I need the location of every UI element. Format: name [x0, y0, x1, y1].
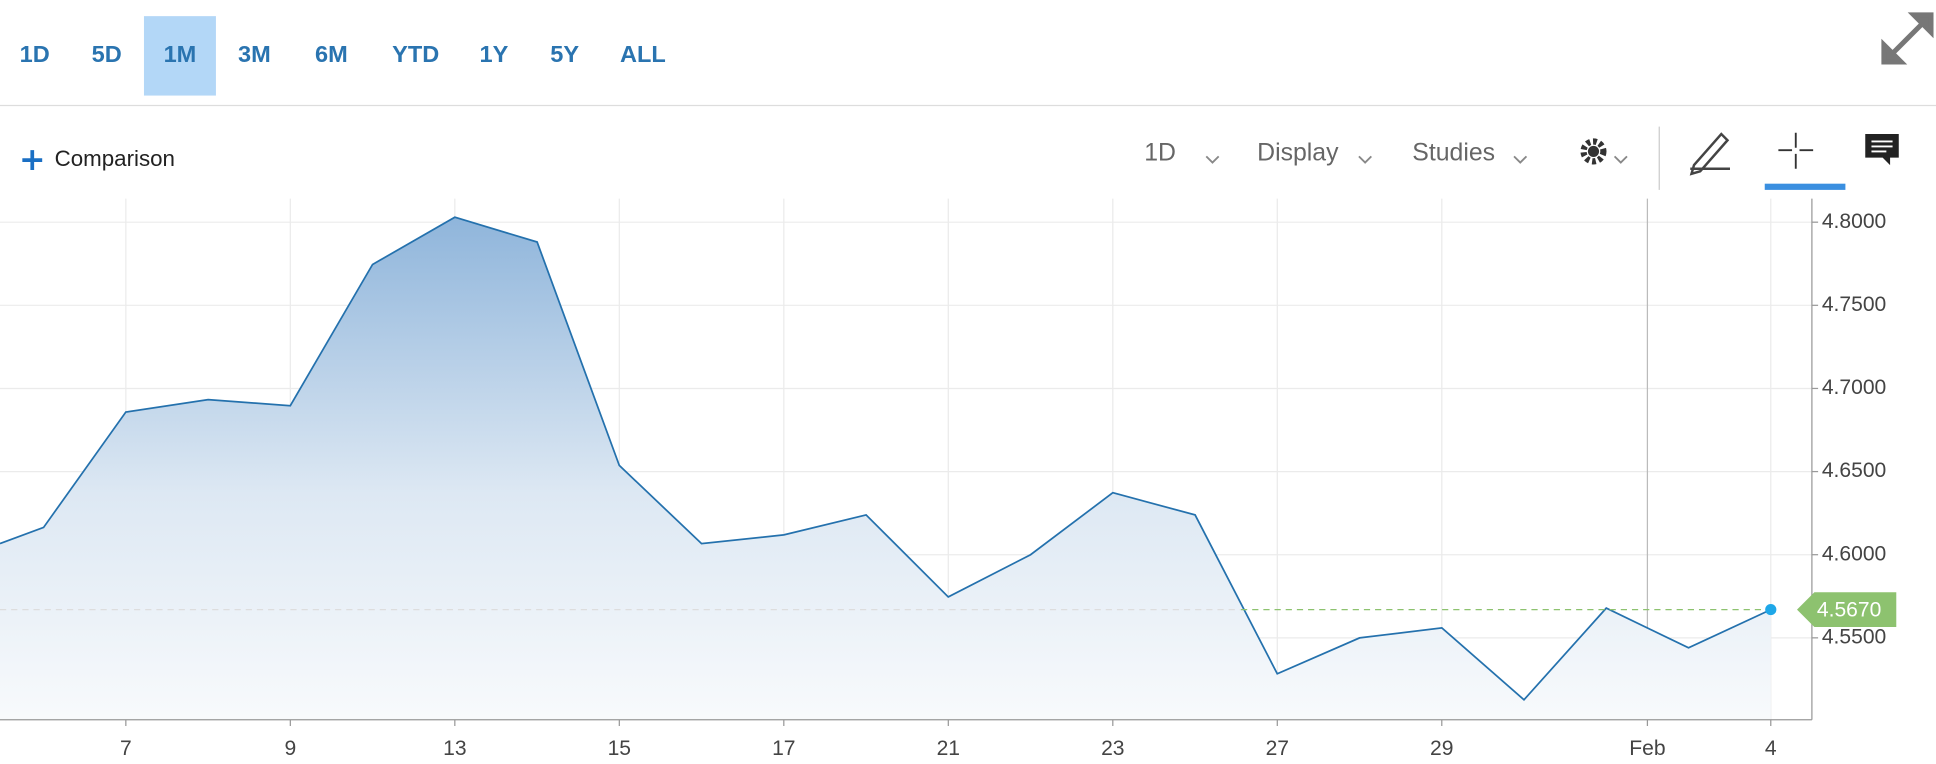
range-button[interactable]: YTD: [392, 41, 439, 67]
range-button[interactable]: 6M: [315, 41, 348, 67]
interval-menu[interactable]: 1D: [1144, 139, 1176, 166]
comparison-button[interactable]: Comparison: [55, 146, 175, 171]
x-tick-label: Feb: [1629, 737, 1665, 760]
chevrons: [1205, 155, 1628, 164]
x-tick-label: 13: [443, 737, 466, 760]
x-tick-label: 15: [608, 737, 631, 760]
y-tick-label: 4.8000: [1822, 210, 1886, 233]
y-tick-label: 4.7500: [1822, 293, 1886, 316]
range-button[interactable]: 1Y: [480, 41, 509, 67]
x-tick-label: 23: [1101, 737, 1124, 760]
studies-menu[interactable]: Studies: [1412, 139, 1495, 166]
display-menu[interactable]: Display: [1257, 139, 1339, 166]
y-tick-label: 4.5500: [1822, 625, 1886, 648]
range-button[interactable]: 5Y: [550, 41, 579, 67]
x-tick-label: 27: [1266, 737, 1289, 760]
x-tick-label: 9: [284, 737, 296, 760]
active-tab: [1764, 183, 1846, 190]
y-tick-label: 4.6500: [1822, 459, 1886, 482]
area: [0, 217, 1771, 720]
last-point: [1765, 603, 1777, 616]
settings-icon[interactable]: [1580, 138, 1607, 165]
expand-icon[interactable]: [1881, 12, 1934, 65]
price-line: [0, 216, 1772, 702]
range-selected-bg: [143, 16, 216, 96]
x-tick-label: 21: [937, 737, 960, 760]
comment-icon[interactable]: [1865, 134, 1899, 166]
plus-icon[interactable]: [22, 150, 43, 171]
x-tick-label: 7: [120, 737, 132, 760]
last-value-tag: [1797, 592, 1897, 627]
crosshair-icon[interactable]: [1778, 132, 1814, 169]
range-button[interactable]: 5D: [92, 41, 122, 67]
comment-lines: [1871, 140, 1893, 153]
x-tick-label: 29: [1430, 737, 1453, 760]
range-button[interactable]: 3M: [238, 41, 271, 67]
y-tick-label: 4.7000: [1822, 376, 1886, 399]
range-button[interactable]: 1D: [20, 41, 50, 67]
range-button[interactable]: ALL: [620, 41, 666, 67]
range-button[interactable]: 1M: [164, 41, 197, 67]
y-tick-label: 4.6000: [1822, 542, 1886, 565]
draw-icon[interactable]: [1689, 132, 1730, 176]
x-tick-label: 17: [772, 737, 795, 760]
x-tick-label: 4: [1765, 737, 1777, 760]
last-value-label: 4.5670: [1817, 598, 1881, 621]
